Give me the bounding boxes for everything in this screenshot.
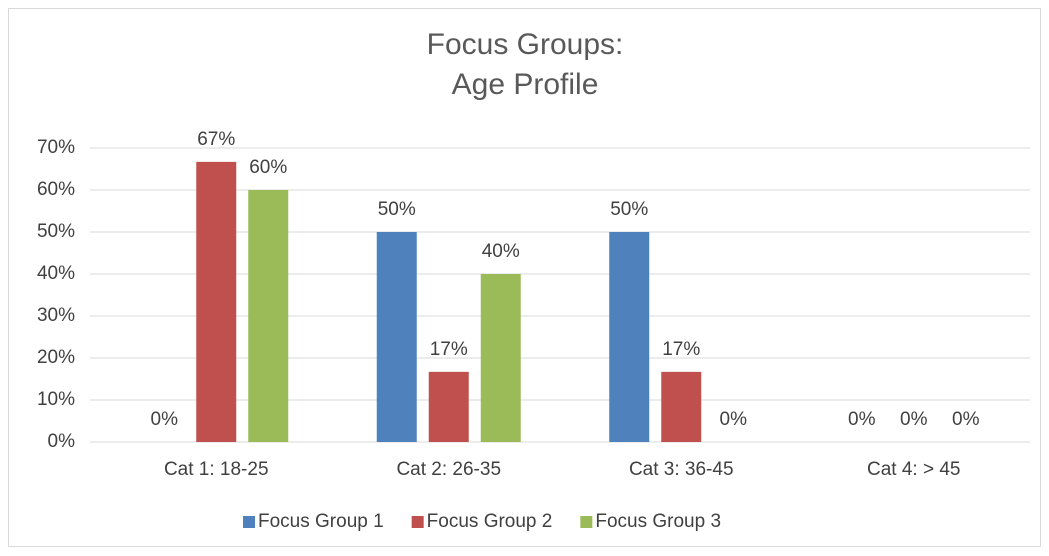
x-tick-label: Cat 1: 18-25 [164,459,269,480]
bar [196,161,237,443]
data-label: 0% [848,409,876,430]
chart-border [8,8,1041,547]
bar [376,232,417,442]
chart-title: Focus Groups: [427,28,624,61]
data-label: 50% [610,199,648,220]
data-label: 67% [197,129,235,150]
bar [661,371,702,442]
y-tick-label: 10% [37,389,75,410]
y-tick-label: 0% [48,431,76,452]
bar [428,371,469,442]
data-label: 60% [249,157,287,178]
x-tick-label: Cat 3: 36-45 [629,459,734,480]
x-tick-label: Cat 4: > 45 [867,459,960,480]
y-tick-label: 70% [37,137,75,158]
data-label: 0% [720,409,748,430]
y-tick-label: 20% [37,347,75,368]
bar [609,232,650,442]
data-label: 0% [900,409,928,430]
x-tick-label: Cat 2: 26-35 [396,459,501,480]
chart-title: Age Profile [452,68,599,101]
legend-label: Focus Group 1 [258,511,384,532]
data-label: 17% [430,339,468,360]
y-tick-label: 60% [37,179,75,200]
y-tick-label: 30% [37,305,75,326]
data-label: 0% [151,409,179,430]
legend-swatch [411,516,424,528]
legend-swatch [580,516,593,528]
legend-label: Focus Group 2 [427,511,553,532]
data-label: 0% [952,409,980,430]
legend-label: Focus Group 3 [595,511,721,532]
data-label: 50% [378,199,416,220]
y-tick-label: 50% [37,221,75,242]
y-tick-label: 40% [37,263,75,284]
bar [248,190,289,442]
legend-swatch [243,516,255,528]
data-label: 40% [482,241,520,262]
data-label: 17% [662,339,700,360]
bar [480,274,521,442]
